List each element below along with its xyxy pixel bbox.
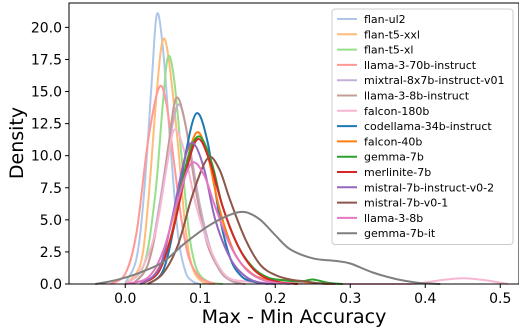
legend-label: gemma-7b-it [364, 227, 436, 240]
series-line-gemma-7b-it [95, 210, 441, 285]
legend-label: flan-ul2 [364, 13, 406, 26]
legend-label: codellama-34b-instruct [364, 120, 492, 133]
plot-frame [68, 2, 519, 285]
x-tick-label: 0.0 [114, 291, 136, 307]
legend-label: flan-t5-xxl [364, 28, 420, 41]
axes-layer: 0.0 0.1 0.2 0.3 0.4 0.5 0.0 2.5 5.0 7.5 10.0 12.5 15… [31, 2, 519, 307]
y-axis-label: Density [6, 107, 28, 179]
x-tick-label: 0.1 [189, 291, 211, 307]
y-tick-label: 0.0 [40, 277, 62, 293]
series-line-mistral-7b-v0-1 [147, 156, 336, 285]
series-line-flan-t5-xl [124, 54, 223, 285]
x-tick-label: 0.2 [264, 291, 286, 307]
series-line-llama-3-70b-instruct [109, 84, 216, 285]
x-axis-label: Max - Min Accuracy [202, 306, 387, 327]
legend-label: mistral-7b-instruct-v0-2 [364, 181, 494, 194]
legend-label: merlinite-7b [364, 166, 431, 179]
legend-label: llama-3-70b-instruct [364, 59, 477, 72]
series-line-llama-3-8b [125, 161, 291, 285]
series-line-falcon-180b [124, 128, 508, 286]
y-tick-label: 10.0 [31, 149, 62, 165]
legend: flan-ul2 flan-t5-xxl flan-t5-xl llama-3-70b… [331, 8, 514, 245]
legend-box [331, 8, 514, 245]
y-tick-label: 2.5 [40, 245, 62, 261]
legend-label: falcon-180b [364, 105, 429, 118]
legend-label: mixtral-8x7b-instruct-v01 [364, 74, 504, 87]
y-tick-label: 5.0 [40, 213, 62, 229]
legend-label: llama-3-8b [364, 212, 423, 225]
x-tick-label: 0.3 [339, 291, 361, 307]
x-tick-label: 0.5 [489, 291, 511, 307]
series-line-flan-t5-xxl [124, 37, 216, 285]
series-line-codellama-34b-instruct [147, 112, 268, 285]
y-tick-label: 15.0 [31, 85, 62, 101]
y-tick-label: 17.5 [31, 52, 62, 68]
y-tick-label: 12.5 [31, 117, 62, 133]
legend-label: falcon-40b [364, 135, 422, 148]
legend-label: flan-t5-xl [364, 44, 413, 57]
legend-label: gemma-7b [364, 151, 424, 164]
legend-label: llama-3-8b-instruct [364, 90, 470, 103]
y-tick-label: 7.5 [40, 181, 62, 197]
legend-label: mistral-7b-v0-1 [364, 197, 448, 210]
series-line-merlinite-7b [139, 138, 298, 285]
x-tick-label: 0.4 [414, 291, 436, 307]
series-layer [95, 12, 508, 286]
y-tick-label: 20.0 [31, 20, 62, 36]
series-line-flan-ul2 [124, 12, 201, 285]
